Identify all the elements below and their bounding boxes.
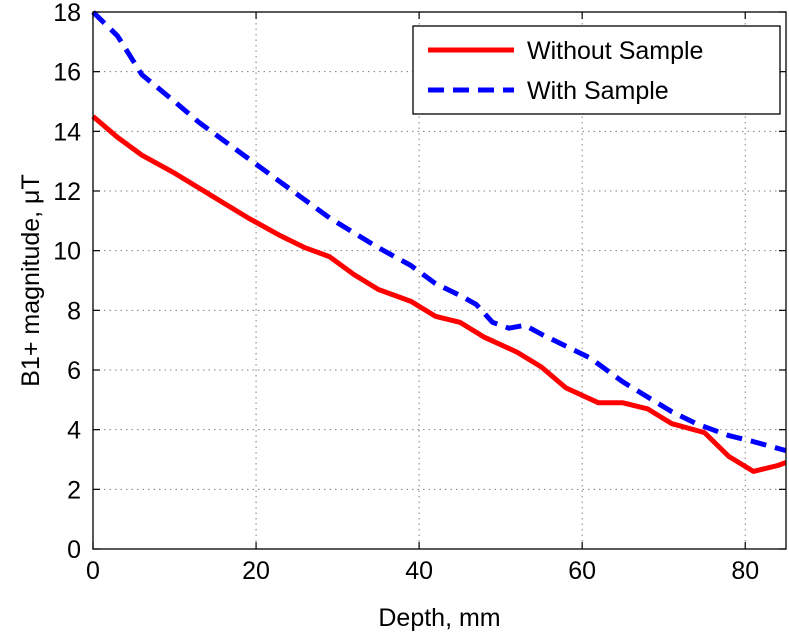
legend-box	[412, 25, 781, 115]
x-tick-label: 0	[86, 557, 100, 585]
ticks	[92, 11, 786, 550]
axes-box	[92, 11, 787, 550]
y-tick-label: 0	[67, 536, 81, 564]
tick-labels: 0 20 40 60 80 0 2 4 6 8 10 12 14 16 18	[53, 0, 759, 585]
y-tick-label: 2	[67, 476, 81, 504]
y-tick-label: 18	[53, 0, 81, 27]
y-tick-label: 10	[53, 238, 81, 266]
x-tick-label: 80	[731, 557, 759, 585]
y-axis-label: B1+ magnitude, μT	[17, 174, 45, 386]
series-layer	[91, 10, 787, 474]
x-tick-label: 60	[568, 557, 596, 585]
y-tick-label: 14	[53, 118, 81, 146]
y-tick-label: 6	[67, 357, 81, 385]
y-tick-label: 4	[67, 417, 81, 445]
y-tick-label: 12	[53, 178, 81, 206]
series-line-without-sample	[91, 114, 787, 474]
legend-label-without-sample: Without Sample	[527, 37, 703, 65]
legend-label-with-sample: With Sample	[527, 77, 669, 105]
y-tick-label: 8	[67, 297, 81, 325]
x-tick-label: 20	[242, 557, 270, 585]
x-axis-label: Depth, mm	[378, 604, 500, 632]
x-tick-label: 40	[405, 557, 433, 585]
legend: Without Sample With Sample	[412, 25, 781, 115]
y-tick-label: 16	[53, 59, 81, 87]
